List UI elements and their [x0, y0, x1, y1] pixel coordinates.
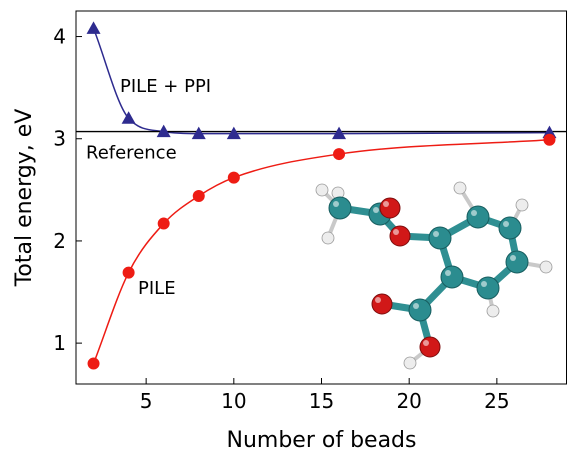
x-tick-label: 10 [221, 389, 246, 413]
data-point-circle [192, 189, 205, 202]
molecule-illustration [315, 181, 553, 370]
data-point-triangle [191, 126, 206, 140]
reference-label: Reference [86, 143, 177, 164]
x-tick-label: 20 [396, 389, 421, 413]
x-tick-label: 15 [309, 389, 334, 413]
y-tick-label: 2 [53, 229, 66, 253]
axis-ticks: 5 10 15 20 25 1 2 3 4 [53, 25, 509, 413]
data-markers [86, 21, 557, 370]
data-point-circle [543, 133, 556, 146]
data-point-triangle [86, 21, 101, 34]
y-tick-label: 3 [53, 127, 66, 151]
x-axis-label: Number of beads [227, 428, 417, 453]
series-label-pile: PILE [138, 278, 176, 299]
data-point-triangle [156, 124, 171, 138]
x-tick-label: 5 [140, 389, 153, 413]
series-line-1 [92, 139, 550, 364]
data-point-triangle [332, 126, 347, 140]
y-tick-label: 4 [53, 25, 66, 49]
x-tick-label: 25 [484, 389, 509, 413]
series-label-pile-ppi: PILE + PPI [120, 76, 211, 97]
plot-frame [75, 10, 567, 385]
y-tick-label: 1 [53, 331, 66, 355]
y-axis-label: Total energy, eV [12, 109, 37, 288]
data-point-circle [87, 357, 100, 370]
data-point-triangle [226, 126, 241, 140]
data-point-triangle [121, 111, 136, 124]
data-point-circle [333, 148, 346, 161]
data-point-circle [122, 266, 135, 279]
data-point-circle [157, 217, 170, 230]
data-point-circle [227, 171, 240, 184]
